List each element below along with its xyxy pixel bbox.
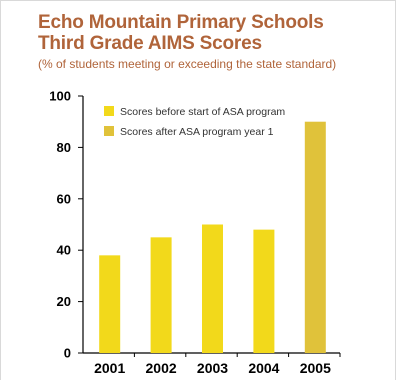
chart-legend: Scores before start of ASA program Scores… — [104, 106, 285, 138]
y-tick-label: 100 — [49, 89, 71, 104]
legend-label-after: Scores after ASA program year 1 — [120, 126, 274, 138]
y-tick-label: 40 — [57, 243, 71, 258]
legend-label-before: Scores before start of ASA program — [120, 106, 285, 118]
legend-swatch-before — [104, 106, 114, 116]
bar-2005 — [304, 121, 326, 353]
x-tick-label: 2002 — [146, 360, 177, 376]
chart-subtitle: (% of students meeting or exceeding the … — [38, 57, 337, 71]
y-tick-label: 60 — [57, 191, 71, 206]
bar-2004 — [253, 229, 275, 353]
x-tick-label: 2005 — [300, 360, 331, 376]
x-tick-label: 2004 — [248, 360, 279, 376]
x-tick-label: 2003 — [197, 360, 228, 376]
y-axis-ticks: 0 20 40 60 80 100 — [49, 89, 83, 361]
bar-2001 — [99, 255, 121, 353]
bar-2002 — [150, 237, 172, 353]
y-tick-label: 80 — [57, 140, 71, 155]
legend-swatch-after — [104, 126, 114, 136]
y-tick-label: 20 — [57, 294, 71, 309]
x-axis-ticks: 2001 2002 2003 2004 2005 — [94, 353, 341, 376]
x-tick-label: 2001 — [94, 360, 125, 376]
y-tick-label: 0 — [64, 346, 71, 361]
chart-title: Echo Mountain Primary Schools Third Grad… — [38, 12, 324, 54]
chart-title-line-2: Third Grade AIMS Scores — [38, 33, 262, 54]
chart-bars — [99, 121, 326, 353]
chart-title-line-1: Echo Mountain Primary Schools — [38, 12, 324, 33]
bar-2003 — [202, 224, 223, 353]
